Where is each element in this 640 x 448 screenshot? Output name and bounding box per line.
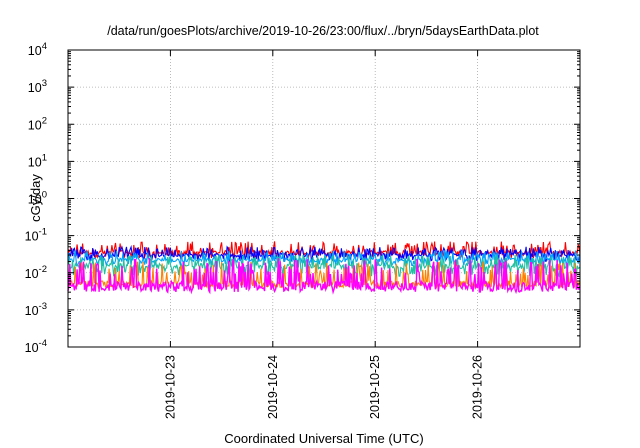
plot-area — [67, 240, 581, 295]
y-tick-label: 102 — [28, 115, 47, 132]
y-axis-label: cGy/day — [28, 174, 43, 222]
x-axis: 2019-10-23 2019-10-24 2019-10-25 2019-10-26 — [163, 50, 485, 419]
x-axis-label: Coordinated Universal Time (UTC) — [224, 431, 423, 446]
chart-title: /data/run/goesPlots/archive/2019-10-26/2… — [107, 24, 539, 38]
y-tick-label: 10-4 — [25, 338, 47, 355]
y-tick-label: 10-3 — [25, 301, 47, 318]
y-tick-label: 100 — [28, 190, 47, 207]
y-tick-label: 10-1 — [25, 227, 47, 244]
x-tick-label: 2019-10-23 — [163, 355, 177, 419]
grid — [68, 50, 580, 347]
x-tick-label: 2019-10-24 — [266, 355, 280, 419]
y-tick-label: 104 — [28, 41, 47, 58]
y-tick-label: 101 — [28, 152, 47, 169]
y-axis: 10-4 10-3 10-2 10-1 100 101 102 103 104 — [25, 41, 580, 355]
x-tick-label: 2019-10-25 — [368, 355, 382, 419]
y-tick-label: 10-2 — [25, 264, 47, 281]
series-line — [67, 254, 581, 278]
series-line — [67, 257, 581, 295]
y-tick-label: 103 — [28, 78, 47, 95]
x-tick-label: 2019-10-26 — [471, 355, 485, 419]
